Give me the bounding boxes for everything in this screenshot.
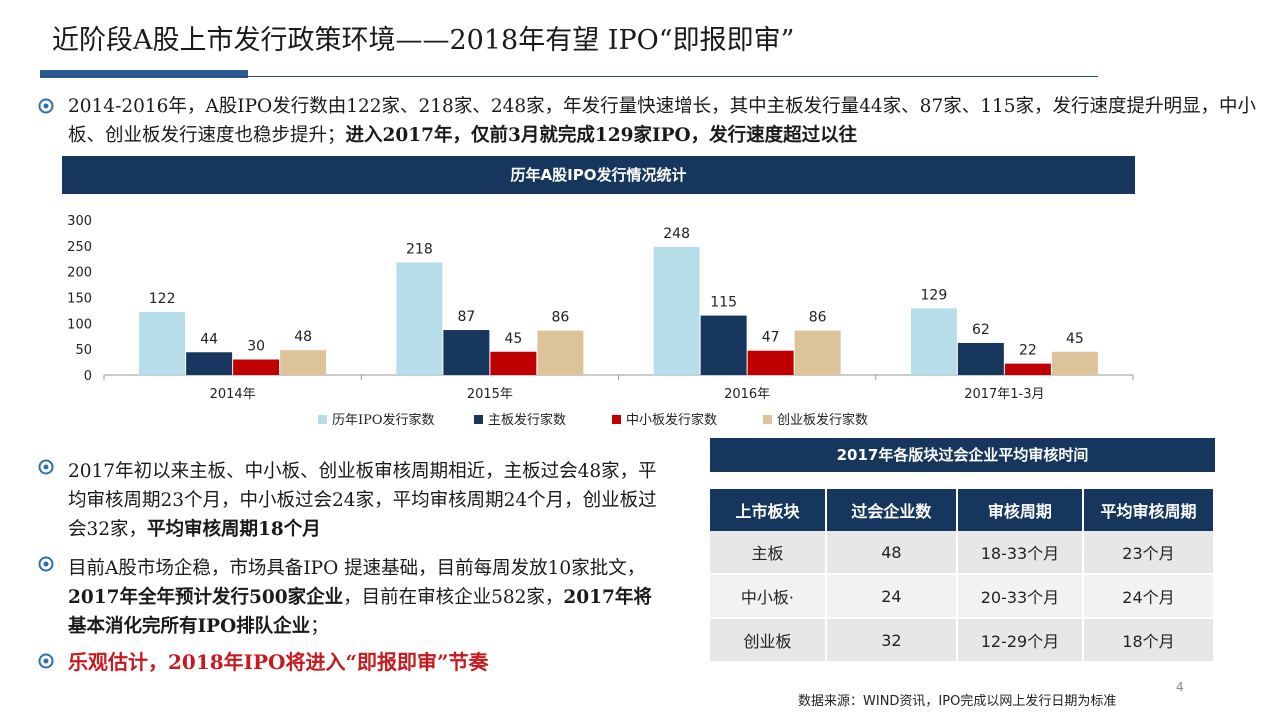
data-label: 87	[457, 309, 475, 325]
table-header-row: 上市板块 过会企业数 审核周期 平均审核周期	[710, 489, 1216, 531]
bar	[139, 311, 186, 375]
bullet-ipo-trend-text: 2014-2016年，A股IPO发行数由122家、218家、248家，年发行量快…	[68, 96, 1257, 146]
title-underline-accent	[40, 70, 248, 78]
legend-swatch	[474, 415, 483, 424]
bar	[957, 342, 1004, 375]
bar	[186, 352, 233, 375]
data-label: 248	[663, 226, 690, 242]
data-label: 30	[247, 339, 265, 355]
bar	[910, 308, 957, 375]
table-row: 主板 48 18-33个月 23个月	[710, 531, 1216, 575]
table-cell: 48	[825, 531, 958, 575]
table-header: 审核周期	[956, 489, 1084, 531]
y-tick-label: 100	[67, 317, 92, 332]
chart-title: 历年A股IPO发行情况统计	[62, 156, 1135, 194]
data-label: 48	[294, 329, 312, 345]
table-row: 创业板 32 12-29个月 18个月	[710, 618, 1216, 663]
table-title: 2017年各版块过会企业平均审核时间	[710, 438, 1215, 472]
bullet-review-cycle: 2017年初以来主板、中小板、创业板审核周期相近，主板过会48家，平均审核周期2…	[68, 457, 668, 544]
legend-label: 历年IPO发行家数	[332, 412, 435, 428]
bar	[794, 330, 841, 375]
bar	[443, 330, 490, 375]
y-tick-label: 300	[67, 214, 92, 229]
bullet-market-outlook-text-a: 目前A股市场企稳，市场具备IPO 提速基础，目前每周发放10家批文，	[68, 558, 646, 579]
x-tick-label: 2015年	[467, 387, 513, 402]
bullet-ipo-trend: 2014-2016年，A股IPO发行数由122家、218家、248家，年发行量快…	[68, 92, 1280, 150]
data-label: 45	[504, 331, 522, 347]
data-label: 218	[406, 241, 433, 257]
table-cell: 32	[825, 618, 958, 663]
table-row: 中小板· 24 20-33个月 24个月	[710, 574, 1216, 619]
table-cell: 创业板	[710, 618, 827, 663]
table-header: 上市板块	[710, 489, 827, 531]
bullet-market-outlook-highlight-2: 2017年将基本消化完所有IPO排队企业	[68, 587, 652, 637]
data-label: 45	[1066, 331, 1084, 347]
table-cell: 23个月	[1082, 531, 1216, 575]
table-cell: 主板	[710, 531, 827, 575]
bullet-circle-icon	[38, 556, 54, 572]
data-source-note: 数据来源：WIND资讯，IPO完成以网上发行日期为标准	[798, 694, 1117, 709]
page-number: 4	[1176, 680, 1184, 694]
x-tick-label: 2016年	[724, 387, 770, 402]
legend-swatch	[612, 415, 621, 424]
data-label: 62	[972, 322, 990, 338]
title-underline	[40, 76, 1098, 77]
bar	[490, 351, 537, 375]
data-label: 22	[1019, 343, 1037, 359]
table-cell: 12-29个月	[956, 618, 1084, 663]
x-tick-label: 2014年	[210, 387, 256, 402]
table-cell: 18-33个月	[956, 531, 1084, 575]
legend-label: 中小板发行家数	[626, 412, 717, 428]
bullet-review-cycle-text: 2017年初以来主板、中小板、创业板审核周期相近，主板过会48家，平均审核周期2…	[68, 461, 657, 540]
bullet-review-cycle-highlight: 平均审核周期18个月	[147, 519, 321, 540]
data-label: 129	[921, 287, 948, 303]
legend-label: 主板发行家数	[488, 412, 566, 428]
y-tick-label: 150	[67, 292, 92, 307]
y-tick-label: 250	[67, 240, 92, 255]
bar	[233, 359, 280, 375]
data-label: 44	[200, 331, 218, 347]
bullet-conclusion: 乐观估计，2018年IPO将进入“即报即审”节奏	[68, 650, 489, 674]
bar	[700, 315, 747, 375]
x-tick-label: 2017年1-3月	[964, 387, 1044, 402]
y-tick-label: 0	[84, 369, 92, 384]
bullet-market-outlook: 目前A股市场企稳，市场具备IPO 提速基础，目前每周发放10家批文， 2017年全…	[68, 554, 668, 641]
table-cell: 24	[825, 574, 958, 619]
bullet-market-outlook-text-b: ，目前在审核企业582家，	[343, 587, 564, 608]
bullet-circle-icon	[38, 653, 54, 669]
data-label: 47	[762, 330, 780, 346]
bullet-circle-icon	[38, 459, 54, 475]
bar	[537, 330, 584, 375]
bar	[396, 262, 443, 375]
bullet-circle-icon	[38, 98, 54, 114]
bullet-market-outlook-text-c: ；	[310, 616, 329, 637]
legend-swatch	[763, 415, 772, 424]
data-label: 86	[809, 310, 827, 326]
table-cell: 20-33个月	[956, 574, 1084, 619]
table-header: 平均审核周期	[1082, 489, 1216, 531]
table-cell: 中小板·	[710, 574, 827, 619]
bar	[280, 350, 327, 375]
bar	[1051, 351, 1098, 375]
bullet-ipo-trend-highlight: 进入2017年，仅前3月就完成129家IPO，发行速度超过以往	[345, 125, 858, 146]
bar	[653, 246, 700, 375]
ipo-bar-chart: 0 50 100 150 200 250 300 122 44 30 48 2014年 218 87 45 8…	[67, 214, 1134, 428]
bullet-market-outlook-highlight-1: 2017年全年预计发行500家企业	[68, 587, 344, 608]
y-tick-label: 200	[67, 266, 92, 281]
legend-swatch	[318, 415, 327, 424]
data-label: 86	[551, 310, 569, 326]
slide-title: 近阶段A股上市发行政策环境——2018年有望 IPO“即报即审”	[52, 25, 795, 56]
data-label: 115	[710, 295, 737, 311]
table-header: 过会企业数	[825, 489, 958, 531]
table-cell: 24个月	[1082, 574, 1216, 619]
y-tick-label: 50	[75, 343, 92, 358]
legend-label: 创业板发行家数	[777, 412, 868, 428]
table-cell: 18个月	[1082, 618, 1216, 663]
bar	[1004, 363, 1051, 375]
data-label: 122	[149, 291, 176, 307]
bar	[747, 350, 794, 375]
review-time-table: 上市板块 过会企业数 审核周期 平均审核周期 主板 48 18-33个月 23个…	[710, 489, 1216, 663]
